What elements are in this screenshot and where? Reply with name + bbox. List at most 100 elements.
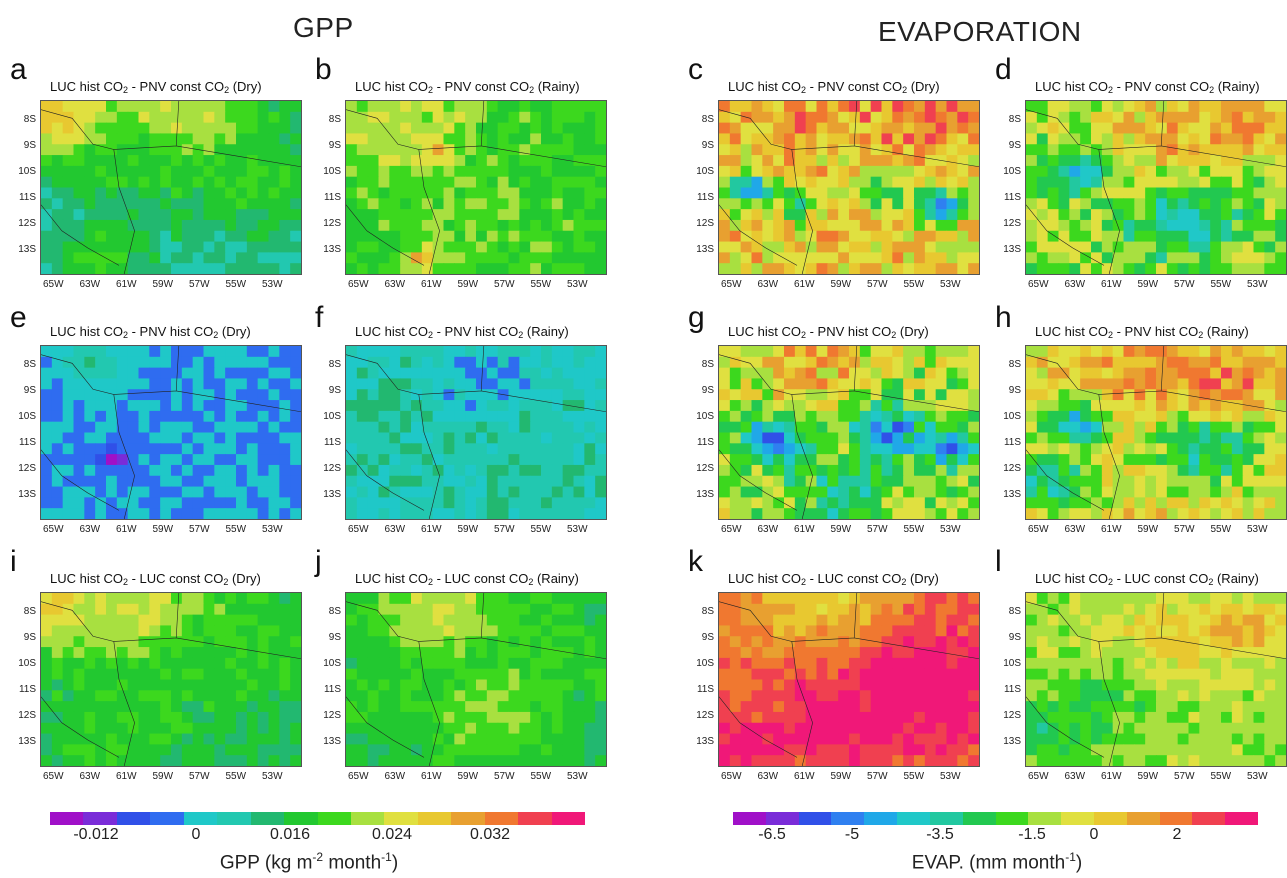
heatmap-cell — [1036, 176, 1049, 189]
heatmap-cell — [595, 497, 606, 509]
heatmap-cell — [595, 378, 606, 390]
heatmap-cell — [1188, 603, 1200, 616]
heatmap-cell — [1036, 378, 1049, 390]
heatmap-cell — [389, 690, 401, 702]
heatmap-cell — [562, 209, 575, 221]
heatmap-cell — [541, 400, 553, 412]
heatmap-cell — [290, 755, 301, 766]
heatmap-cell — [62, 400, 75, 412]
heatmap-cell — [279, 389, 291, 401]
heatmap-cell — [1101, 679, 1114, 691]
heatmap-cell — [1058, 378, 1070, 390]
heatmap-cell — [584, 378, 596, 390]
heatmap-cell — [443, 252, 455, 264]
heatmap-cell — [225, 701, 237, 713]
heatmap-cell — [1101, 252, 1114, 264]
heatmap-cell — [246, 614, 259, 627]
heatmap-cell — [729, 486, 742, 498]
heatmap-cell — [378, 755, 390, 766]
gpp-colorbar-tick: 0 — [191, 826, 201, 843]
heatmap-cell — [1253, 475, 1265, 488]
heatmap-cell — [1101, 614, 1114, 627]
heatmap-cell — [192, 668, 205, 681]
heatmap-cell — [41, 475, 53, 488]
heatmap-cell — [1156, 701, 1168, 713]
heatmap-cell — [740, 378, 753, 390]
heatmap-cell — [1188, 346, 1200, 358]
heatmap-cell — [935, 593, 948, 605]
heatmap-cell — [729, 144, 742, 156]
heatmap-cell — [794, 690, 807, 702]
heatmap-cell — [1242, 378, 1255, 390]
heatmap-cell — [181, 187, 194, 199]
heatmap-cell — [127, 101, 140, 113]
heatmap-cell — [160, 122, 172, 135]
heatmap-cell — [1026, 722, 1038, 735]
heatmap-cell — [1112, 625, 1125, 637]
heatmap-cell — [1069, 432, 1081, 444]
heatmap-cell — [181, 378, 194, 390]
heatmap-cell — [1210, 701, 1222, 713]
heatmap-cell — [432, 122, 445, 135]
heatmap-cell — [421, 241, 434, 253]
heatmap-cell — [400, 263, 412, 274]
heatmap-cell — [784, 464, 796, 477]
heatmap-cell — [1199, 701, 1211, 713]
heatmap-cell — [268, 144, 280, 156]
heatmap-cell — [1123, 144, 1135, 156]
heatmap-cell — [935, 410, 948, 423]
heatmap-cell — [443, 241, 455, 253]
heatmap-cell — [794, 389, 807, 401]
heatmap-cell — [432, 625, 445, 637]
heatmap-cell — [1188, 122, 1200, 135]
heatmap-cell — [214, 486, 226, 498]
heatmap-cell — [729, 744, 742, 756]
heatmap-cell — [411, 187, 423, 199]
heatmap-cell — [486, 647, 499, 659]
heatmap-cell — [1231, 679, 1244, 691]
heatmap-cell — [1177, 625, 1190, 637]
heatmap-cell — [784, 625, 796, 637]
heatmap-cell — [816, 432, 828, 444]
heatmap-cell — [551, 410, 564, 423]
heatmap-cell — [946, 346, 958, 358]
heatmap-cell — [541, 508, 553, 519]
heatmap-cell — [968, 722, 979, 735]
heatmap-cell — [465, 219, 477, 232]
heatmap-cell — [1253, 733, 1265, 745]
heatmap-cell — [116, 144, 129, 156]
heatmap-cell — [290, 346, 301, 358]
heatmap-cell — [367, 711, 380, 724]
heatmap-cell — [367, 443, 380, 455]
heatmap-cell — [41, 733, 53, 745]
heatmap-cell — [203, 187, 215, 199]
heatmap-cell — [816, 400, 828, 412]
heatmap-cell — [203, 410, 215, 423]
border-line — [41, 696, 120, 758]
heatmap-cell — [584, 733, 596, 745]
heatmap-cell — [192, 230, 205, 243]
heatmap-cell — [225, 219, 237, 232]
heatmap-cell — [62, 122, 75, 135]
heatmap-h — [1026, 346, 1286, 519]
heatmap-cell — [1188, 155, 1200, 167]
heatmap-cell — [1036, 657, 1049, 670]
heatmap-cell — [1101, 176, 1114, 189]
heatmap-cell — [1253, 356, 1265, 369]
heatmap-cell — [1101, 410, 1114, 423]
heatmap-cell — [1264, 603, 1276, 616]
heatmap-cell — [268, 432, 280, 444]
heatmap-cell — [41, 744, 53, 756]
heatmap-cell — [1091, 230, 1103, 243]
heatmap-cell — [903, 625, 915, 637]
heatmap-cell — [1264, 133, 1276, 145]
heatmap-cell — [454, 346, 466, 358]
heatmap-cell — [149, 711, 161, 724]
heatmap-cell — [968, 744, 979, 756]
heatmap-cell — [1101, 367, 1114, 380]
heatmap-cell — [497, 155, 510, 167]
heatmap-cell — [729, 263, 742, 274]
heatmap-cell — [1058, 647, 1070, 659]
heatmap-cell — [719, 356, 731, 369]
heatmap-cell — [214, 475, 226, 488]
